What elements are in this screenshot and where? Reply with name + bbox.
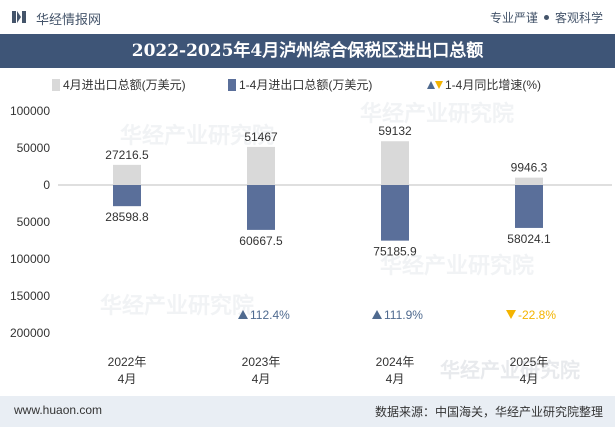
legend-down-triangle-icon: [435, 81, 443, 89]
growth-label: -22.8%: [518, 308, 556, 322]
data-label-monthly: 51467: [244, 130, 278, 144]
y-tick-label: 0: [43, 178, 50, 192]
footer-source: 数据来源：中国海关，华经产业研究院整理: [374, 405, 603, 419]
slogan-right: 客观科学: [554, 11, 603, 25]
x-tick-label-year: 2024年: [376, 355, 415, 369]
x-tick-label-year: 2022年: [108, 355, 147, 369]
data-label-ytd: 58024.1: [507, 232, 551, 246]
top-bar: 华经情报网 专业严谨 客观科学: [0, 0, 615, 34]
footer-website: www.huaon.com: [14, 403, 103, 417]
data-label-monthly: 9946.3: [511, 161, 548, 175]
legend-up-triangle-icon: [427, 81, 435, 89]
legend-label-growth: 1-4月同比增速(%): [445, 78, 542, 92]
bar-ytd: [247, 185, 275, 230]
growth-up-triangle-icon: [238, 310, 248, 319]
legend-swatch-monthly: [52, 79, 60, 91]
x-tick-label-month: 4月: [520, 372, 539, 386]
y-tick-label: 50000: [17, 141, 51, 155]
title-bar: [0, 34, 615, 68]
x-tick-label-year: 2025年: [510, 355, 549, 369]
legend-label-monthly: 4月进出口总额(万美元): [63, 78, 186, 92]
chart-legend: 4月进出口总额(万美元) 1-4月进出口总额(万美元) 1-4月同比增速(%): [0, 76, 615, 92]
footer-bar: [0, 396, 615, 427]
growth-label: 111.9%: [384, 308, 423, 322]
slogan-left: 专业严谨: [489, 11, 538, 25]
bar-monthly: [247, 146, 275, 185]
chart-title: 2022-2025年4月泸州综合保税区进出口总额: [131, 41, 484, 61]
bar-monthly: [381, 141, 409, 185]
growth-label: 112.4%: [250, 308, 290, 322]
bar-ytd: [381, 185, 409, 241]
growth-up-triangle-icon: [372, 310, 382, 319]
legend-item-ytd: 1-4月进出口总额(万美元): [228, 76, 372, 93]
y-tick-label: 100000: [10, 252, 50, 266]
brand-name: 华经情报网: [36, 12, 102, 27]
growth-down-triangle-icon: [506, 310, 516, 319]
data-label-monthly: 59132: [378, 124, 412, 138]
data-label-monthly: 27216.5: [105, 148, 149, 162]
bar-ytd: [515, 185, 543, 228]
slogan-dot-icon: [543, 15, 549, 20]
bar-ytd: [113, 185, 141, 207]
y-tick-label: 100000: [10, 104, 50, 118]
x-tick-label-month: 4月: [252, 372, 271, 386]
legend-item-growth: 1-4月同比增速(%): [427, 76, 541, 93]
y-tick-label: 50000: [17, 215, 51, 229]
slogan: 专业严谨 客观科学: [490, 9, 603, 26]
y-tick-label: 200000: [10, 326, 50, 340]
data-label-ytd: 60667.5: [239, 234, 283, 248]
bar-monthly: [515, 177, 543, 185]
legend-label-ytd: 1-4月进出口总额(万美元): [239, 78, 373, 92]
data-label-ytd: 75185.9: [373, 245, 417, 259]
watermark: 华经产业研究院: [440, 360, 580, 382]
legend-item-monthly: 4月进出口总额(万美元): [52, 76, 186, 93]
legend-swatch-ytd: [228, 79, 236, 91]
x-tick-label-year: 2023年: [242, 355, 281, 369]
bar-monthly: [113, 164, 141, 185]
bar-chart: 100000 50000 0 50000 100000 150000 200000 27216…: [10, 104, 612, 386]
brand-logo-icon: [12, 11, 26, 23]
x-tick-label-month: 4月: [118, 372, 137, 386]
y-tick-label: 150000: [10, 289, 50, 303]
data-label-ytd: 28598.8: [105, 210, 149, 224]
x-tick-label-month: 4月: [386, 372, 405, 386]
